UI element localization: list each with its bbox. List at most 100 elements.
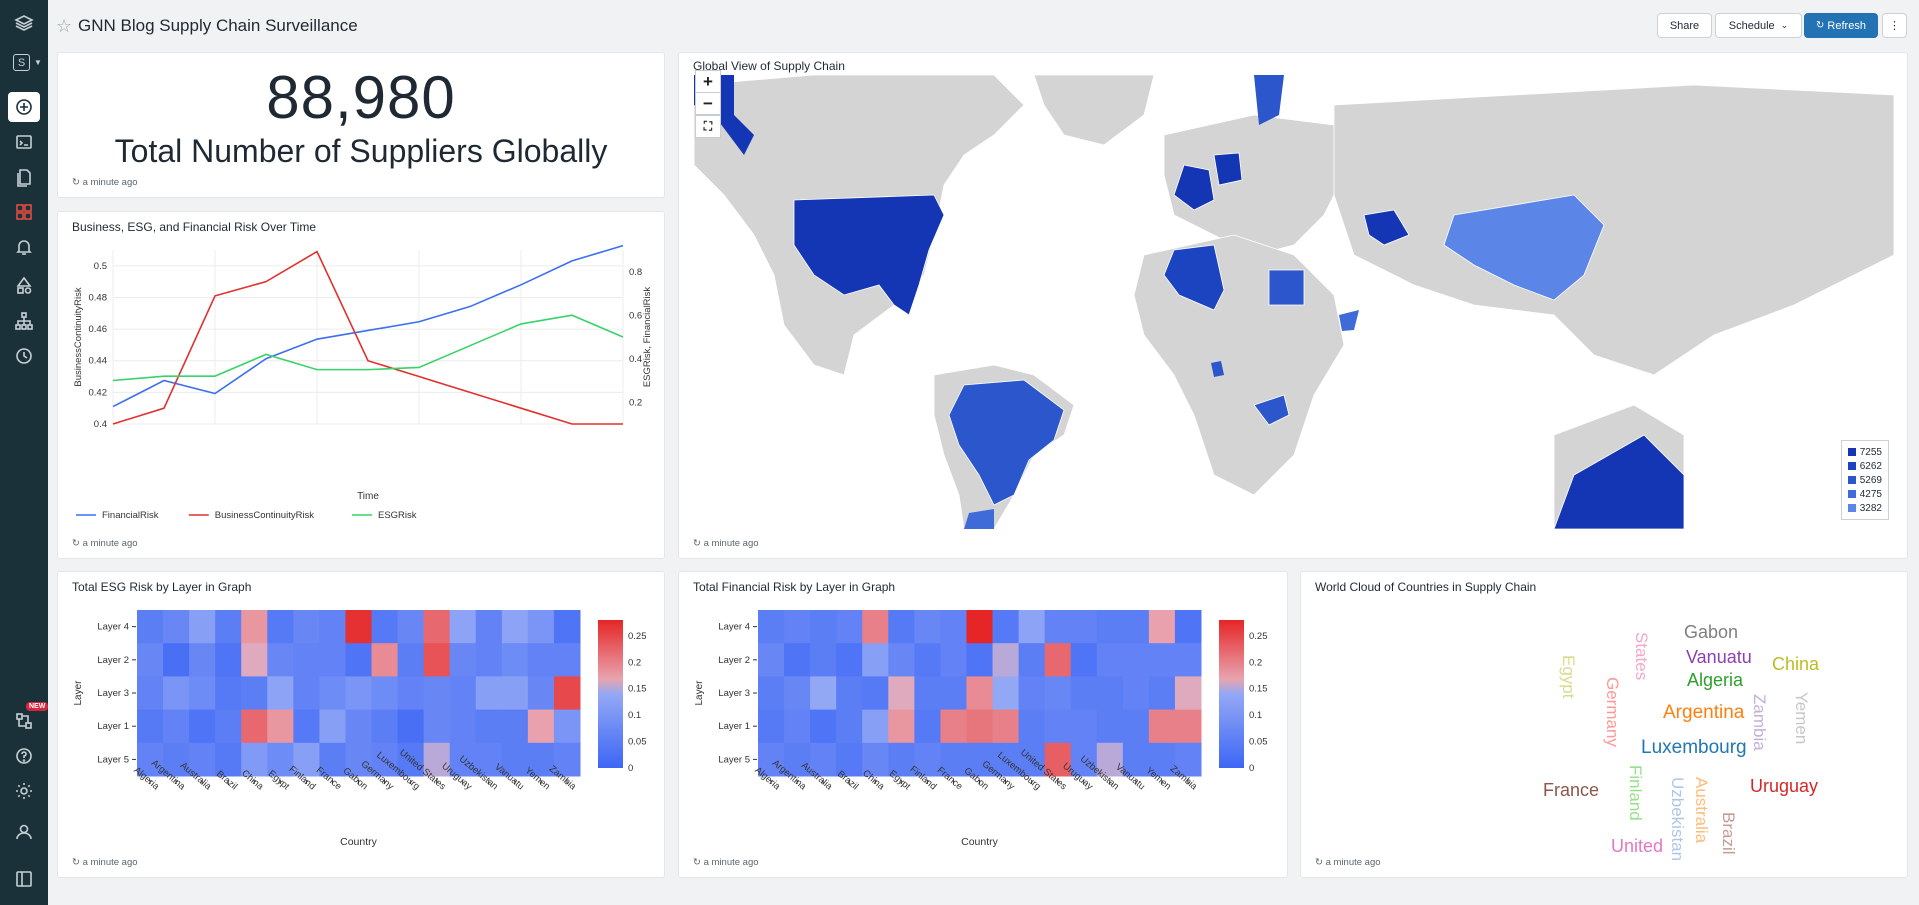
heatmap-cell bbox=[423, 709, 451, 744]
heatmap-cell bbox=[137, 742, 164, 777]
heatmap-cell bbox=[527, 742, 555, 777]
y2-tick-label: 0.6 bbox=[629, 310, 642, 321]
heatmap-cell bbox=[992, 742, 1020, 777]
heatmap-cell bbox=[163, 709, 190, 744]
line-chart: 0.4 0.42 0.44 0.46 0.48 0.5 0.2 0.4 0.6 0.8 Busine… bbox=[73, 244, 653, 521]
heatmap-cell bbox=[914, 643, 941, 677]
zoom-in-button[interactable]: + bbox=[695, 70, 721, 93]
heatmap-cell bbox=[888, 610, 915, 644]
heatmap-cell bbox=[862, 610, 889, 644]
workflows-icon[interactable] bbox=[8, 306, 40, 336]
heatmap-cell bbox=[992, 676, 1020, 711]
heatmap-cell bbox=[137, 643, 164, 677]
heatmap-cell bbox=[397, 676, 425, 711]
new-badge: NEW bbox=[26, 702, 49, 711]
legend-swatch bbox=[1847, 504, 1856, 512]
heatmap-cell bbox=[163, 676, 190, 711]
more-options-button[interactable]: ⋮ bbox=[1882, 13, 1907, 38]
refresh-small-icon: ↻ bbox=[72, 857, 83, 868]
heatmap-cell bbox=[215, 643, 242, 677]
heatmap-cell bbox=[888, 709, 915, 744]
widget-title: Total ESG Risk by Layer in Graph bbox=[72, 580, 252, 594]
workspace-caret-icon[interactable]: ▼ bbox=[34, 58, 42, 67]
y-tick-label: 0.42 bbox=[89, 387, 108, 398]
heatmap-cell bbox=[1070, 742, 1098, 777]
heatmap-cell bbox=[836, 742, 863, 777]
refresh-button[interactable]: ↻ Refresh bbox=[1804, 13, 1878, 38]
world-map[interactable] bbox=[694, 75, 1894, 529]
word-cloud-word: Argentina bbox=[1663, 702, 1745, 723]
legend-label: 7255 bbox=[1859, 446, 1882, 458]
heatmap-cell bbox=[1018, 709, 1046, 744]
heatmap-cell bbox=[784, 676, 811, 711]
data-icon[interactable] bbox=[8, 271, 40, 301]
workspace-letter: S bbox=[17, 56, 26, 69]
heatmap-cell bbox=[914, 610, 941, 644]
legend-label: 6262 bbox=[1859, 460, 1882, 472]
history-icon[interactable] bbox=[8, 341, 40, 371]
y-tick-label: Layer 3 bbox=[718, 688, 750, 699]
heatmap-cell bbox=[449, 643, 477, 677]
settings-gear-icon[interactable] bbox=[8, 776, 40, 806]
heatmap-cell bbox=[475, 676, 503, 711]
colorbar-tick-label: 0.1 bbox=[628, 710, 641, 721]
databricks-logo-icon[interactable] bbox=[8, 8, 40, 38]
colorbar-tick-label: 0 bbox=[1249, 763, 1254, 774]
partner-connect-icon[interactable] bbox=[8, 706, 40, 736]
word-cloud-word: Uzbekistan bbox=[1668, 777, 1687, 862]
alerts-icon[interactable] bbox=[8, 232, 40, 262]
share-button[interactable]: Share bbox=[1657, 13, 1712, 38]
y-tick-label: Layer 2 bbox=[718, 655, 750, 666]
heatmap-cell bbox=[345, 643, 373, 677]
word-cloud-word: Germany bbox=[1603, 677, 1622, 747]
queries-icon[interactable] bbox=[8, 162, 40, 192]
colorbar-tick-label: 0.25 bbox=[1249, 631, 1268, 642]
word-cloud-word: France bbox=[1543, 780, 1600, 800]
dashboards-icon[interactable] bbox=[8, 197, 40, 227]
heatmap-cell bbox=[215, 709, 242, 744]
colorbar bbox=[598, 620, 623, 768]
heatmap-cell bbox=[862, 742, 889, 777]
heatmap-cell bbox=[940, 676, 967, 711]
heatmap-cell bbox=[1044, 610, 1072, 644]
help-icon[interactable] bbox=[8, 741, 40, 771]
heatmap-cell bbox=[345, 676, 373, 711]
last-updated: ↻ a minute ago bbox=[693, 538, 759, 549]
refresh-small-icon: ↻ bbox=[1315, 857, 1326, 868]
y-axis-label: Layer bbox=[694, 680, 705, 706]
heatmap-cell bbox=[501, 610, 529, 644]
heatmap-cell bbox=[189, 709, 216, 744]
heatmap-cell bbox=[423, 742, 451, 777]
heatmap-cell bbox=[163, 610, 190, 644]
heatmap-cell bbox=[449, 676, 477, 711]
schedule-button[interactable]: Schedule ⌄ bbox=[1715, 13, 1802, 38]
heatmap-cell bbox=[449, 610, 477, 644]
heatmap-cell bbox=[810, 742, 837, 777]
x-axis-label: Country bbox=[340, 836, 378, 848]
zoom-out-label: − bbox=[703, 93, 713, 113]
heatmap-cell bbox=[475, 709, 503, 744]
sql-editor-icon[interactable] bbox=[8, 127, 40, 157]
chevron-down-icon: ⌄ bbox=[1780, 20, 1789, 30]
heatmap-cell bbox=[319, 709, 346, 744]
workspace-icon[interactable]: S bbox=[13, 54, 30, 71]
y-tick-label: 0.5 bbox=[94, 261, 107, 272]
heatmap-cell bbox=[992, 643, 1020, 677]
heatmap-cell bbox=[1148, 643, 1176, 677]
heatmap-cell bbox=[423, 643, 451, 677]
heatmap-cell bbox=[1122, 709, 1150, 744]
new-button[interactable] bbox=[8, 92, 40, 122]
financial-heatmap-widget: Total Financial Risk by Layer in Graph L… bbox=[678, 571, 1288, 878]
heatmap-cell bbox=[189, 676, 216, 711]
favorite-star-icon[interactable]: ☆ bbox=[56, 16, 73, 36]
heatmap-cell bbox=[836, 610, 863, 644]
heatmap-cell bbox=[940, 643, 967, 677]
word-cloud-word: Australia bbox=[1692, 777, 1711, 844]
fullscreen-icon[interactable]: ⛶ bbox=[695, 115, 721, 138]
colorbar-tick-label: 0.15 bbox=[1249, 684, 1268, 695]
word-cloud-word: Egypt bbox=[1559, 655, 1578, 699]
zoom-out-button[interactable]: − bbox=[695, 92, 721, 115]
collapse-sidebar-icon[interactable] bbox=[8, 864, 40, 894]
heatmap-cell bbox=[1096, 709, 1124, 744]
user-icon[interactable] bbox=[8, 817, 40, 847]
